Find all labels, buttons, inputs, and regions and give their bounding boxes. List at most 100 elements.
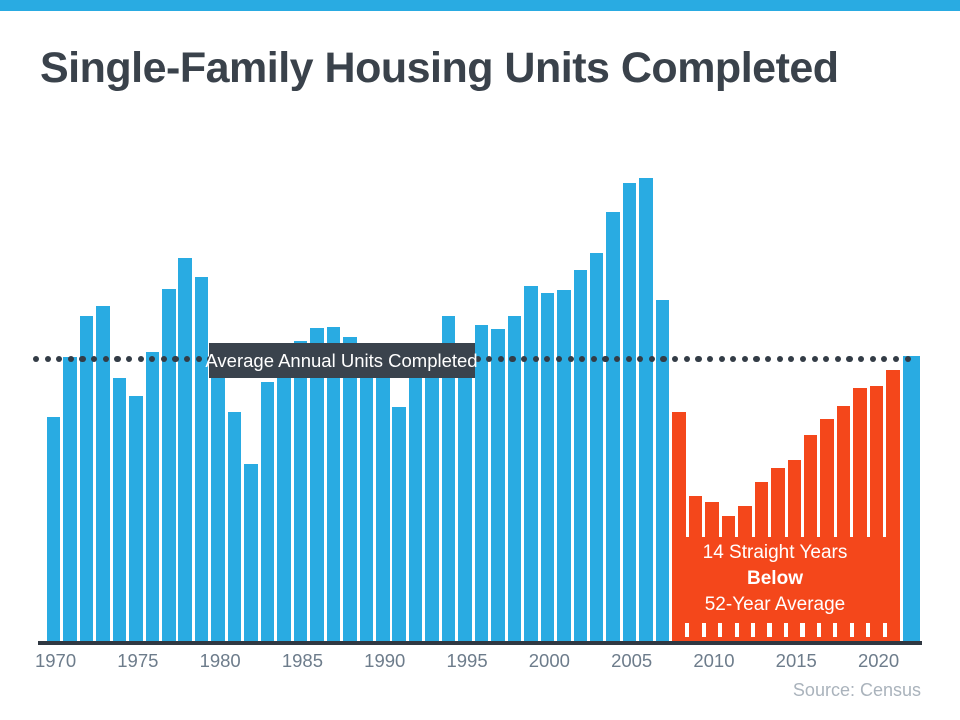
below-average-annotation: 14 Straight Years Below 52-Year Average bbox=[661, 540, 888, 618]
average-line-dot bbox=[823, 355, 830, 362]
highlight-tick bbox=[783, 622, 789, 637]
x-axis-label-2010: 2010 bbox=[693, 650, 735, 671]
highlight-tick bbox=[866, 622, 871, 637]
highlight-tick bbox=[833, 622, 838, 637]
bar-1989 bbox=[359, 353, 374, 641]
annotation-line-3: 52-Year Average bbox=[704, 594, 846, 615]
bar-1979 bbox=[194, 276, 209, 641]
average-line-dot bbox=[730, 355, 737, 362]
average-line-label-box: Average Annual Units Completed bbox=[205, 343, 478, 378]
bar-1982 bbox=[244, 464, 258, 641]
highlight-tick bbox=[685, 622, 690, 637]
average-line-dot bbox=[33, 355, 40, 362]
average-line-label: Average Annual Units Completed bbox=[205, 349, 478, 371]
bar-1995 bbox=[458, 342, 472, 641]
bar-1991 bbox=[392, 406, 406, 641]
x-axis-label-2020: 2020 bbox=[857, 650, 900, 671]
average-line-dot bbox=[184, 355, 191, 362]
bar-2002 bbox=[573, 270, 588, 641]
average-line-dot bbox=[811, 355, 818, 362]
average-line-dot bbox=[881, 355, 888, 362]
highlight-tick bbox=[849, 622, 854, 637]
average-line-dot bbox=[149, 355, 156, 362]
highlight-tick bbox=[816, 622, 822, 637]
x-axis-label-1985: 1985 bbox=[281, 650, 324, 671]
bar-1976 bbox=[145, 351, 160, 641]
average-line-dot bbox=[776, 355, 783, 362]
average-line-dot bbox=[892, 355, 900, 362]
x-axis-label-1990: 1990 bbox=[364, 650, 406, 671]
average-line-dot bbox=[67, 355, 75, 362]
bar-1999 bbox=[524, 285, 538, 641]
average-line-dot bbox=[486, 355, 493, 362]
x-axis-label-2000: 2000 bbox=[528, 650, 570, 671]
page-title: Single-Family Housing Units Completed bbox=[40, 44, 839, 92]
average-line-dot bbox=[44, 355, 51, 362]
bar-1985 bbox=[293, 341, 308, 641]
average-line-dot bbox=[718, 355, 725, 362]
average-line-dot bbox=[858, 355, 865, 362]
bar-1970 bbox=[46, 416, 61, 641]
average-line-dot bbox=[544, 355, 551, 362]
bar-1988 bbox=[343, 337, 357, 641]
bar-1971 bbox=[63, 357, 77, 641]
bar-1998 bbox=[507, 316, 522, 641]
average-line-dot bbox=[869, 355, 876, 362]
header-accent-strip bbox=[0, 0, 960, 11]
x-axis-label-1980: 1980 bbox=[199, 650, 241, 671]
bar-2000 bbox=[540, 293, 555, 641]
average-line-dot bbox=[765, 355, 772, 362]
average-line-dot bbox=[172, 355, 179, 362]
average-line-dot bbox=[160, 355, 167, 362]
bar-1973 bbox=[96, 306, 110, 641]
bar-1984 bbox=[277, 354, 291, 641]
bar-1994 bbox=[441, 316, 456, 641]
highlight-tick bbox=[734, 622, 739, 637]
highlight-tick bbox=[767, 622, 772, 637]
average-line-dot bbox=[195, 355, 202, 362]
average-line-dot bbox=[648, 355, 656, 362]
average-line-dot bbox=[602, 355, 609, 362]
average-line-dot bbox=[56, 355, 63, 362]
average-line-dot bbox=[91, 355, 98, 362]
bar-2003 bbox=[589, 253, 604, 641]
highlight-tick bbox=[800, 622, 805, 637]
bar-1997 bbox=[491, 328, 505, 641]
average-line-dot bbox=[125, 355, 133, 362]
bar-1975 bbox=[129, 396, 143, 641]
average-line-dot bbox=[137, 355, 144, 362]
highlight-tick bbox=[701, 622, 706, 637]
average-line-dot bbox=[834, 355, 841, 362]
bar-2004 bbox=[606, 212, 620, 641]
average-line-dot bbox=[660, 355, 667, 362]
average-line-dot bbox=[799, 355, 807, 362]
average-line-dot bbox=[741, 355, 748, 362]
bar-2001 bbox=[557, 289, 571, 641]
bar-1980 bbox=[211, 373, 225, 641]
average-line-dot bbox=[555, 355, 563, 362]
average-line-dot bbox=[114, 355, 121, 362]
bar-1977 bbox=[162, 289, 176, 641]
x-axis-label-1975: 1975 bbox=[117, 650, 159, 671]
average-line-dot bbox=[846, 355, 853, 362]
average-line-dot bbox=[474, 355, 481, 362]
annotation-line-1: 14 Straight Years bbox=[702, 542, 848, 563]
average-line-dot bbox=[753, 355, 760, 362]
average-line-dot bbox=[79, 355, 86, 362]
average-line-dot bbox=[614, 355, 621, 362]
bar-1981 bbox=[227, 411, 242, 641]
average-line-dot bbox=[706, 355, 714, 362]
bar-2005 bbox=[622, 183, 637, 641]
bar-1983 bbox=[260, 382, 275, 641]
bar-2006 bbox=[639, 178, 653, 641]
average-line-dot bbox=[683, 355, 690, 362]
average-line-dot bbox=[102, 355, 109, 362]
bar-1996 bbox=[474, 325, 489, 641]
bar-1974 bbox=[112, 377, 127, 641]
average-line-dot bbox=[625, 355, 632, 362]
x-axis-label-2015: 2015 bbox=[775, 650, 817, 671]
bar-1986 bbox=[310, 327, 324, 641]
average-line-dot bbox=[532, 355, 539, 362]
average-line-dot bbox=[521, 355, 528, 362]
